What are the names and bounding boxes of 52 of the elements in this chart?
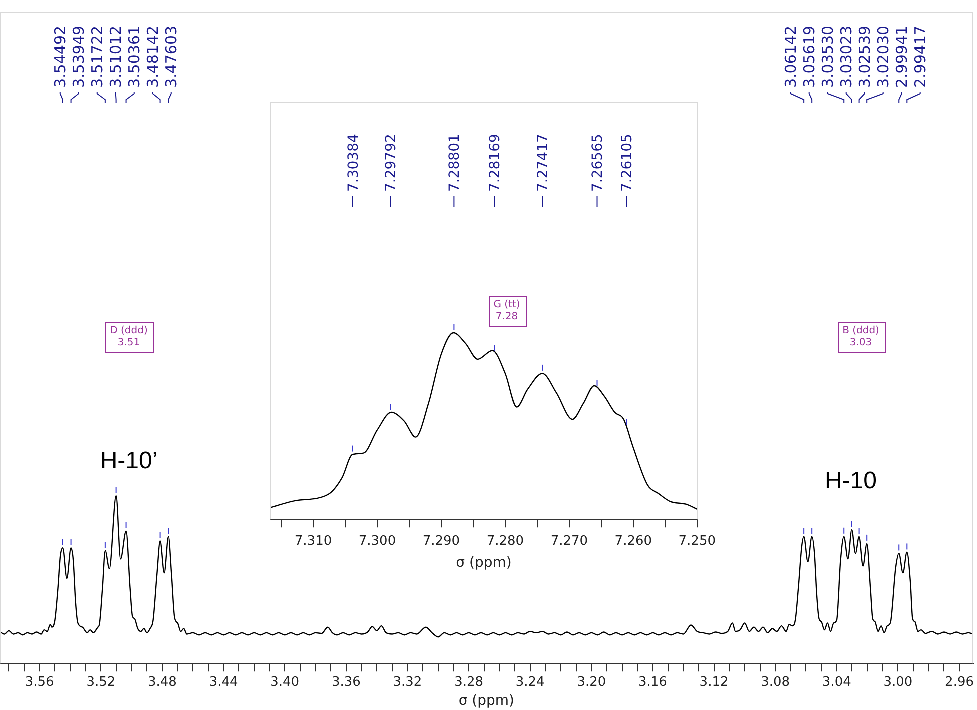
x-tick-label: 3.16 — [638, 674, 668, 690]
annotation: 3.02539 — [856, 26, 874, 88]
annotation: 7.26105 — [620, 134, 636, 192]
x-tick-label: 7.270 — [550, 534, 588, 549]
x-tick-label: 3.20 — [577, 674, 606, 690]
x-axis-title: σ (ppm) — [458, 693, 514, 710]
x-tick-label: 2.96 — [945, 674, 974, 690]
annotation: 3.53949 — [70, 26, 88, 88]
x-tick-label: 3.56 — [25, 674, 54, 690]
x-axis-title: σ (ppm) — [456, 555, 512, 572]
annotation: 7.27417 — [536, 134, 552, 192]
text: H-10 — [824, 468, 878, 495]
annotation: 3.51722 — [88, 26, 107, 88]
text: B (ddd) 3.03 — [842, 326, 880, 349]
x-tick-label: 7.280 — [486, 534, 524, 549]
annotation: 2.99417 — [912, 26, 930, 88]
annotation: 7.28801 — [447, 134, 464, 192]
annotation: 7.30384 — [346, 134, 362, 192]
x-tick-label: 3.28 — [454, 674, 484, 690]
x-tick-label: 7.290 — [422, 534, 460, 549]
x-tick-label: 7.260 — [614, 534, 652, 549]
annotation: 3.02030 — [874, 26, 893, 88]
x-tick-label: 7.300 — [358, 534, 396, 549]
annotation: 3.47603 — [162, 26, 181, 88]
annotation: 2.99941 — [893, 26, 912, 88]
text: G (tt) 7.28 — [494, 300, 520, 323]
x-tick-label: 3.04 — [822, 674, 852, 690]
annotation: 3.03530 — [819, 26, 838, 88]
x-tick-label: 3.08 — [761, 674, 790, 690]
x-tick-label: 3.24 — [516, 674, 545, 690]
x-tick-label: 3.12 — [700, 674, 729, 690]
annotation: 3.51012 — [107, 26, 126, 88]
x-tick-label: 3.44 — [209, 674, 238, 690]
annotation: 3.48142 — [144, 26, 162, 88]
text: H-10’ — [100, 448, 158, 475]
x-tick-label: 3.48 — [148, 674, 177, 690]
x-tick-label: 7.310 — [294, 534, 332, 549]
x-tick-label: 3.32 — [393, 674, 422, 690]
annotation: 7.28169 — [488, 134, 504, 192]
x-tick-label: 7.250 — [678, 534, 716, 549]
x-tick-label: 3.52 — [86, 674, 116, 690]
annotation: 7.29792 — [384, 134, 400, 192]
annotation: 3.06142 — [782, 26, 800, 88]
annotation: 7.26565 — [590, 134, 606, 192]
annotation: 3.05619 — [800, 26, 819, 88]
x-tick-label: 3.40 — [270, 674, 300, 690]
text: D (ddd) 3.51 — [110, 326, 148, 349]
annotation: 3.54492 — [52, 26, 70, 88]
annotation: 3.50361 — [126, 26, 144, 88]
annotation: 3.03023 — [838, 26, 856, 88]
x-tick-label: 3.00 — [884, 674, 913, 690]
x-tick-label: 3.36 — [332, 674, 361, 690]
